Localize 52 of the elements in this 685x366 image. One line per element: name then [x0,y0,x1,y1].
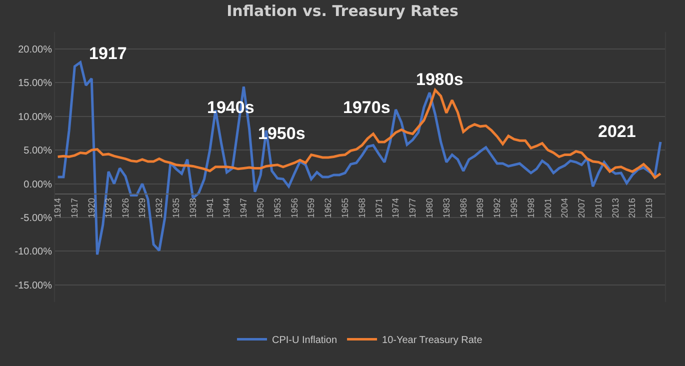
x-tick-label: 1944 [222,198,232,218]
x-tick-label: 2001 [542,198,553,218]
x-tick-label: 1956 [289,198,300,218]
x-tick-label: 1932 [154,198,164,218]
x-tick-label: 2004 [560,198,570,218]
x-tick-label: 2013 [610,198,620,218]
y-tick-label: 15.00% [18,78,52,90]
x-tick-label: 1950 [256,198,266,218]
x-tick-label: 1926 [120,198,130,218]
x-tick-label: 1968 [356,198,367,218]
x-tick-label: 1971 [374,198,384,218]
x-tick-label: 1914 [52,198,63,218]
x-tick-label: 1974 [390,198,401,218]
x-tick-label: 1962 [323,198,334,218]
x-tick-label: 1941 [204,198,215,218]
x-tick-label: 1986 [458,198,468,218]
x-tick-label: 2007 [576,198,587,218]
line-series [56,88,662,179]
x-tick-label: 1935 [171,198,182,218]
x-tick-label: 1995 [508,198,519,218]
legend-label: CPI-U Inflation [272,335,338,346]
x-tick-label: 1929 [137,198,148,218]
x-tick-label: 1938 [188,198,198,218]
x-tick-label: 1980 [424,198,434,218]
annotation: 1917 [89,44,127,63]
y-tick-label: 0.00% [24,179,52,190]
y-tick-label: -15.00% [14,280,52,292]
x-tick-label: 1947 [238,198,249,218]
x-tick-label: 1920 [86,198,97,218]
chart-title: Inflation vs. Treasury Rates [226,2,459,20]
annotation: 1980s [416,70,464,89]
legend-label: 10-Year Treasury Rate [382,335,483,346]
x-tick-label: 2010 [593,198,604,218]
x-tick-label: 1998 [526,198,536,218]
x-tick-label: 1965 [340,198,350,218]
x-tick-label: 1923 [103,198,114,218]
x-tick-label: 1983 [441,198,452,218]
annotation: 1970s [343,98,390,117]
y-tick-label: 10.00% [18,112,52,123]
x-tick-label: 1953 [272,198,282,218]
annotation: 2021 [598,122,636,141]
x-tick-label: 1917 [70,198,80,218]
x-tick-label: 1959 [306,198,316,218]
x-tick-label: 2016 [627,198,638,218]
x-tick-label: 1989 [475,198,486,218]
y-tick-label: -10.00% [14,246,52,258]
x-tick-label: 1992 [492,198,502,218]
x-tick-label: 2019 [644,198,654,218]
y-tick-label: 20.00% [18,44,52,56]
y-tick-label: -5.00% [20,212,52,224]
x-tick-label: 1977 [408,198,418,218]
y-tick-label: 5.00% [24,146,52,157]
